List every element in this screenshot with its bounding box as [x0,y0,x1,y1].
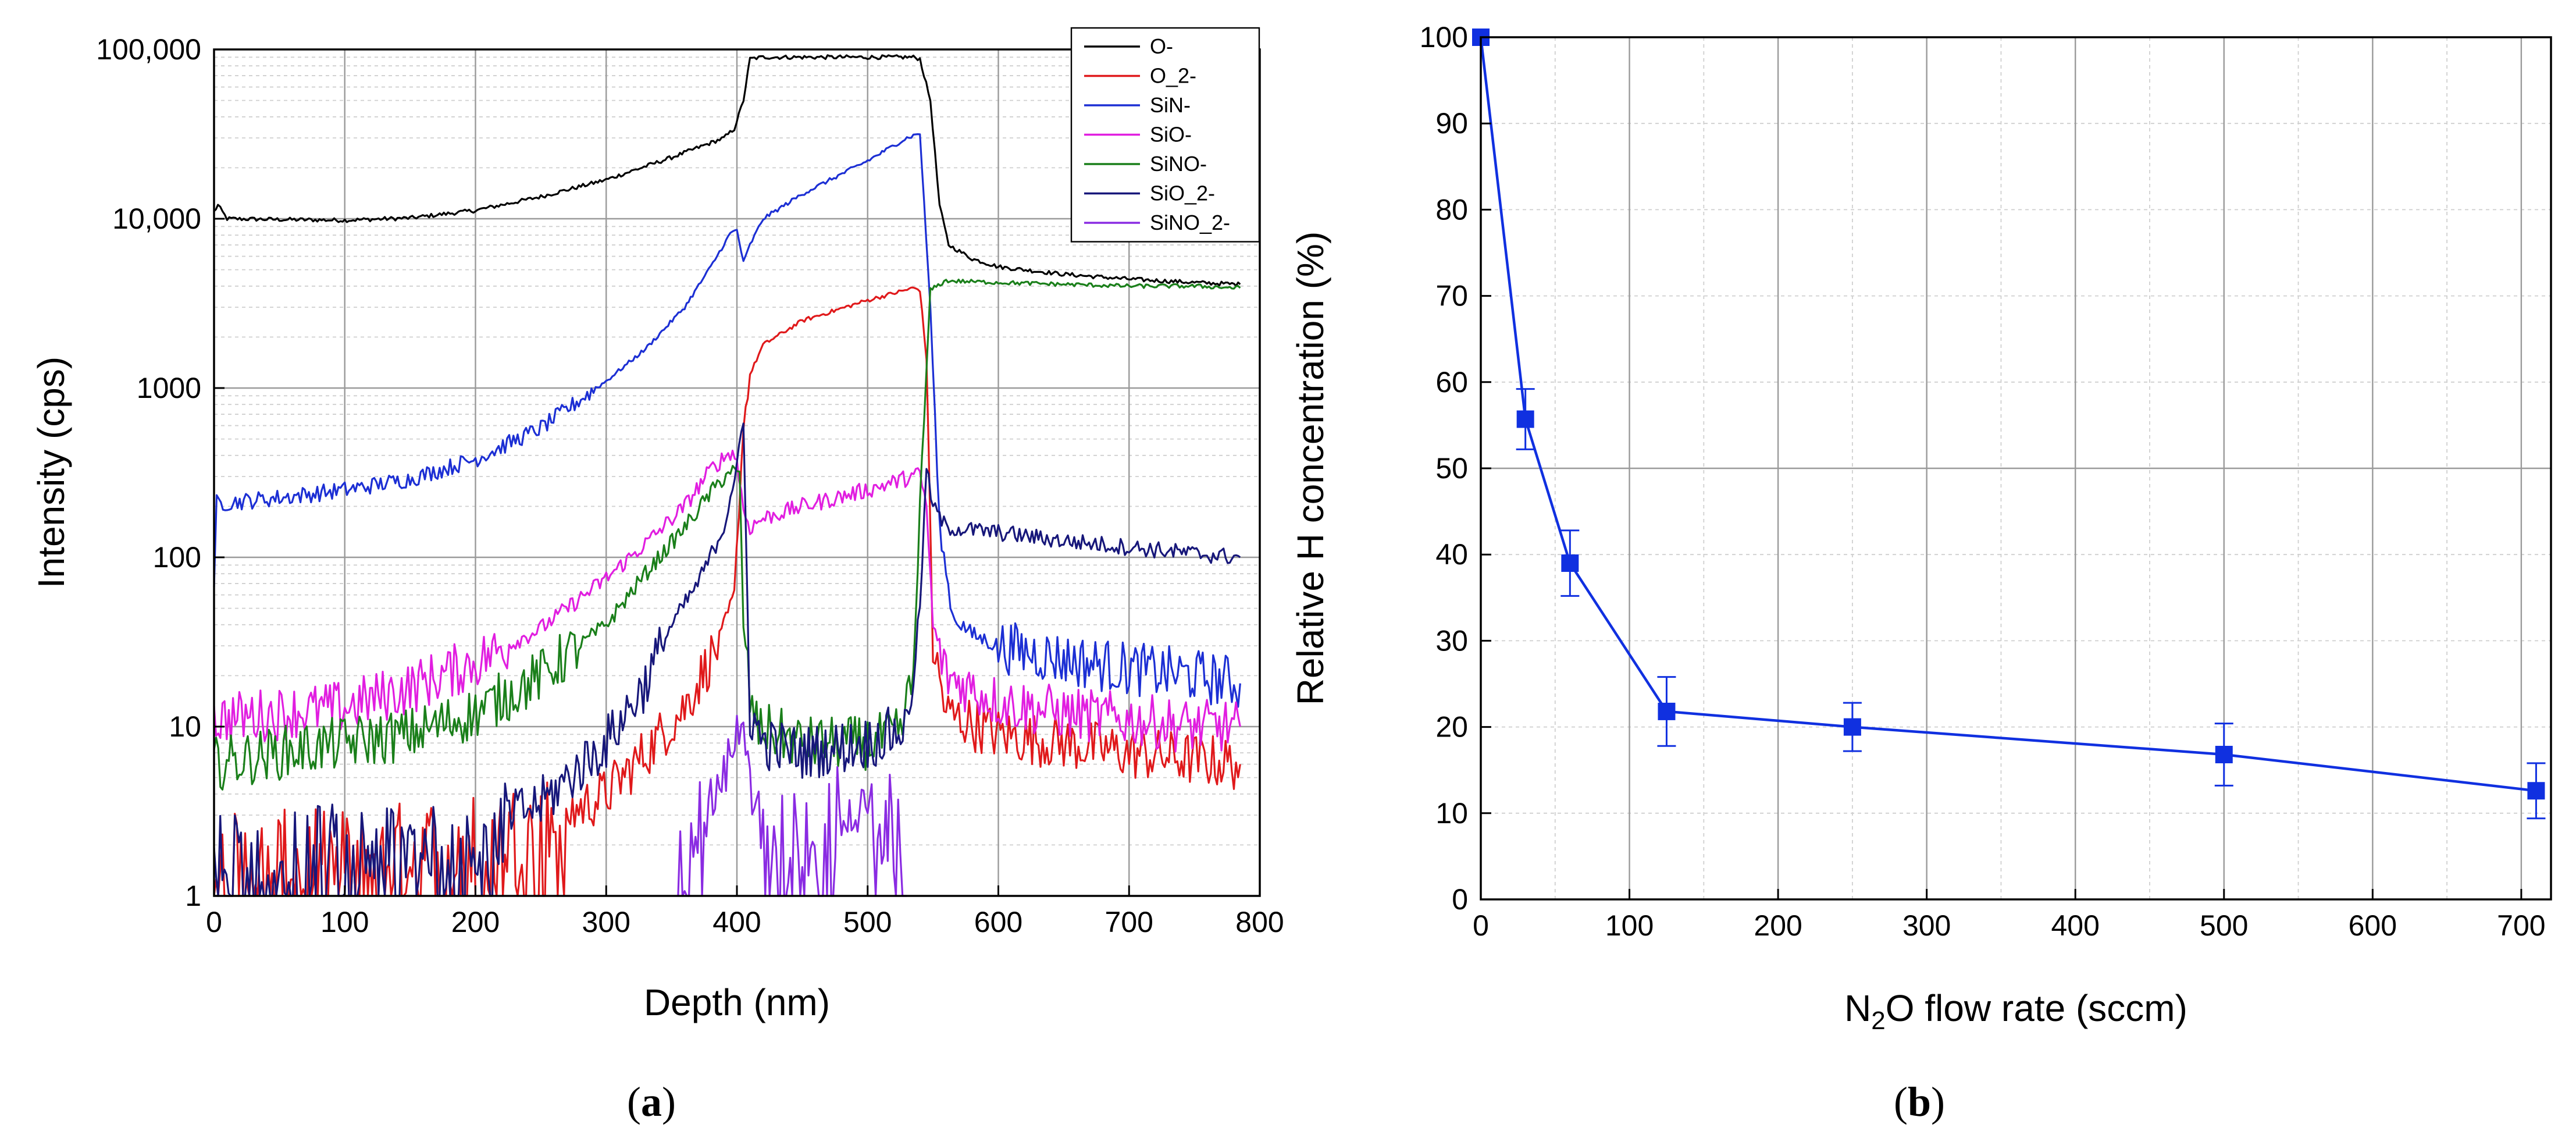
x-tick-label: 0 [206,906,222,938]
data-point-marker [1843,718,1861,736]
x-tick-label: 400 [712,906,761,938]
y-tick-label: 90 [1435,107,1468,140]
y-tick-label: 100 [1420,21,1468,54]
panel-b-label: (b) [1894,1079,1945,1125]
legend-label-SiN-: SiN- [1150,93,1191,117]
x-tick-label: 200 [1754,909,1802,942]
y-tick-label: 80 [1435,193,1468,226]
y-tick-label: 10,000 [112,202,201,235]
series-line-O- [213,54,1241,287]
series-line-SiO_2- [213,422,1241,897]
x-tick-label: 600 [974,906,1022,938]
y-tick-label: 1 [185,880,201,912]
y-tick-label: 50 [1435,452,1468,485]
y-tick-label: 20 [1435,711,1468,743]
panel-a-series-group [213,54,1241,897]
x-tick-label: 100 [1605,909,1654,942]
panel-b-y-axis-title: Relative H concentration (%) [1289,232,1331,706]
legend-label-SiO_2-: SiO_2- [1150,182,1215,205]
legend-label-SiNO_2-: SiNO_2- [1150,211,1230,234]
series-line-SiO- [213,449,1241,753]
panel-b-grid [1481,37,2551,899]
x-title-part-2: O flow rate (sccm) [1886,987,2187,1029]
series-line-SiNO_2- [677,714,907,897]
series-line-SiN- [213,133,1241,708]
x-tick-label: 800 [1235,906,1284,938]
y-tick-label: 1000 [137,372,201,404]
x-title-subscript: 2 [1871,1006,1885,1035]
y-tick-label: 100,000 [96,33,201,66]
x-tick-label: 400 [2051,909,2100,942]
x-tick-label: 200 [451,906,500,938]
data-point-marker [1516,410,1534,428]
panel-a-tick-labels: 0 100 200 300 400 500 600 700 800 1 10 100 1000 10,00… [96,33,1284,938]
x-tick-label: 300 [1902,909,1951,942]
x-tick-label: 700 [1105,906,1153,938]
panel-b-tick-labels: 0 100 200 300 400 500 600 700 0 10 20 30 40 50 60 70 80 9… [1420,21,2546,942]
y-tick-label: 100 [153,541,201,574]
x-tick-label: 600 [2349,909,2397,942]
panel-b-series-group [1472,29,2546,820]
panel-a-depth-profile: 0 100 200 300 400 500 600 700 800 1 10 100 1000 10,00… [30,27,1284,1125]
legend-label-SiNO-: SiNO- [1150,152,1207,176]
panel-b-x-axis-title: N2O flow rate (sccm) [1844,987,2187,1035]
x-tick-label: 0 [1473,909,1489,942]
data-point-marker [1561,554,1579,572]
y-tick-label: 70 [1435,280,1468,312]
x-tick-label: 700 [2497,909,2545,942]
panel-a-y-axis-title: Intensity (cps) [30,357,72,588]
legend-label-SiO-: SiO- [1150,123,1192,147]
data-point-marker [2215,746,2233,764]
panel-b-axes [1480,36,2552,901]
series-line-O_2- [213,286,1241,897]
y-tick-label: 60 [1435,366,1468,399]
x-tick-label: 500 [843,906,892,938]
series-line-SiNO- [213,278,1241,791]
y-tick-label: 0 [1452,883,1468,916]
data-point-marker [2527,782,2545,800]
y-tick-label: 40 [1435,538,1468,571]
legend-label-O_2-: O_2- [1150,64,1196,88]
y-tick-label: 30 [1435,624,1468,657]
data-point-marker [1658,702,1676,720]
panel-a-x-axis-title: Depth (nm) [644,981,830,1023]
panel-b-h-concentration: 0 100 200 300 400 500 600 700 0 10 20 30 40 50 60 70 80 9… [1289,21,2552,1125]
y-tick-label: 10 [169,710,201,743]
legend-label-O-: O- [1150,34,1173,58]
x-title-part-1: N [1844,987,1871,1029]
x-tick-label: 300 [582,906,630,938]
panel-a-legend: O- O_2- SiN- SiO- SiNO- SiO_2- SiNO_2- [1070,27,1260,243]
panel-a-label: (a) [627,1079,676,1125]
x-tick-label: 500 [2200,909,2248,942]
y-tick-label: 10 [1435,797,1468,830]
panel-a-axes [213,48,1261,897]
x-tick-label: 100 [320,906,369,938]
